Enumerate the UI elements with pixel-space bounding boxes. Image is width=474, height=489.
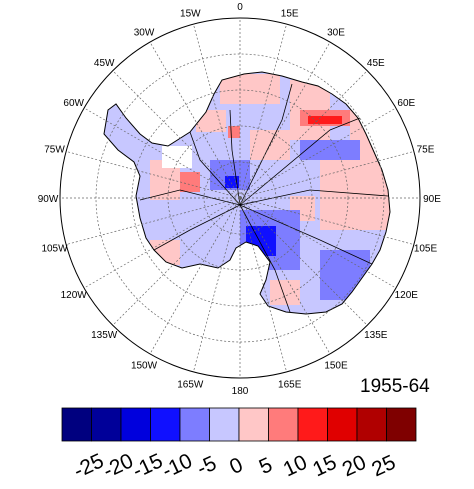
colorbar-swatch (209, 407, 240, 442)
basin-boundaries (139, 83, 389, 313)
longitude-label: 45W (94, 58, 115, 69)
colorbar-swatches (61, 407, 417, 442)
longitude-label: 135W (91, 330, 118, 341)
colorbar-tick-label: 25 (368, 451, 399, 482)
longitude-label: 45E (367, 58, 385, 69)
colorbar-swatch (297, 407, 328, 442)
longitude-label: 150E (324, 360, 348, 371)
colorbar-tick-label: -5 (193, 452, 220, 481)
meridian-line (239, 70, 368, 199)
meridian-line (193, 24, 241, 199)
colorbar-tick-label: 15 (309, 451, 340, 482)
longitude-labels: 0 15E 30E 45E 60E 75E 90E 105E 120E 135E 150E 165E 1… (38, 2, 442, 397)
longitude-label: 30E (327, 28, 345, 39)
colorbar-tick-label: 20 (339, 451, 370, 482)
antarctica-anomaly-map: 0 15E 30E 45E 60E 75E 90E 105E 120E 135E 150E 165E 1… (38, 2, 442, 397)
longitude-label: 120E (395, 290, 419, 301)
longitude-label: 60E (397, 98, 415, 109)
longitude-label: 90W (38, 194, 59, 205)
longitude-label: 75W (44, 144, 65, 155)
colorbar-swatch (386, 407, 417, 442)
meridian-line (239, 197, 414, 245)
period-label: 1955-64 (360, 376, 430, 397)
colorbar-swatch (179, 407, 210, 442)
colorbar-swatch (120, 407, 151, 442)
colorbar-swatch (268, 407, 299, 442)
colorbar-swatch (150, 407, 181, 442)
meridian-line (239, 41, 331, 199)
colorbar-tick-label: 10 (280, 451, 311, 482)
meridian-line (239, 197, 287, 372)
meridian-line (239, 197, 368, 326)
longitude-label: 75E (417, 144, 435, 155)
meridian-line (193, 197, 241, 372)
longitude-label: 90E (423, 194, 441, 205)
map-boundary-circle (59, 17, 421, 379)
longitude-label: 165W (177, 380, 204, 391)
longitude-label: 15E (281, 9, 299, 20)
longitude-label: 180 (232, 386, 249, 397)
meridian-line (83, 197, 241, 289)
colorbar-swatch (91, 407, 122, 442)
meridian-line (239, 151, 414, 199)
meridian-line (239, 107, 397, 199)
colorbar-tick-label: 0 (226, 453, 246, 479)
meridian-line (239, 24, 287, 199)
longitude-label: 15W (180, 9, 201, 20)
meridian-line (239, 197, 397, 289)
colorbar-swatch (327, 407, 358, 442)
longitude-label: 135E (364, 330, 388, 341)
longitude-label: 105E (414, 244, 438, 255)
meridian-line (149, 197, 241, 355)
longitude-label: 120W (61, 290, 88, 301)
longitude-label: 150W (131, 360, 158, 371)
meridian-lines (60, 18, 420, 378)
meridian-line (66, 151, 241, 199)
colorbar-swatch (238, 407, 269, 442)
meridian-line (83, 107, 241, 199)
longitude-label: 165E (278, 380, 302, 391)
meridian-line (239, 197, 331, 355)
meridian-line (112, 70, 241, 199)
meridian-line (149, 41, 241, 199)
meridian-line (66, 197, 241, 245)
colorbar-swatch (61, 407, 92, 442)
colorbar-tick-label: 5 (256, 453, 276, 479)
longitude-label: 30W (134, 28, 155, 39)
colorbar-tick-label: -10 (159, 449, 196, 483)
longitude-label: 60W (63, 98, 84, 109)
colorbar-swatch (356, 407, 387, 442)
longitude-label: 0 (237, 2, 243, 13)
longitude-label: 105W (41, 244, 68, 255)
meridian-line (112, 197, 241, 326)
